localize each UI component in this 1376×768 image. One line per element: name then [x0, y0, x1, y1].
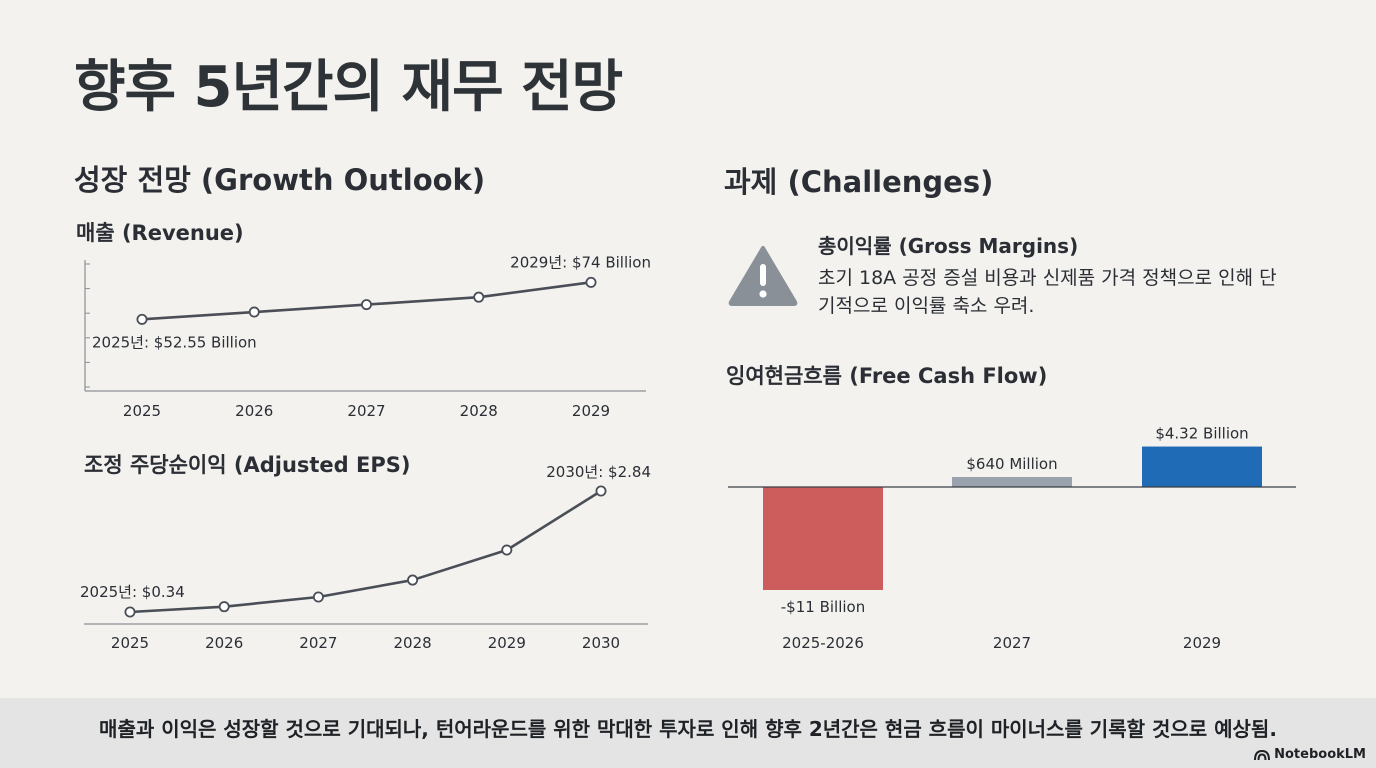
fcf-chart-title: 잉여현금흐름 (Free Cash Flow) — [726, 364, 1048, 388]
footer-summary: 매출과 이익은 성장할 것으로 기대되나, 턴어라운드를 위한 막대한 투자로 … — [99, 717, 1277, 741]
eps-data-point — [595, 485, 607, 497]
eps-x-tick-label: 2030 — [582, 634, 620, 652]
eps-x-tick-label: 2026 — [205, 634, 243, 652]
revenue-annotation: 2025년: $52.55 Billion — [92, 333, 257, 351]
eps-series-line — [129, 489, 602, 614]
fcf-data-label: $4.32 Billion — [1155, 425, 1248, 443]
brand-name: NotebookLM — [1274, 747, 1366, 762]
eps-chart-title: 조정 주당순이익 (Adjusted EPS) — [84, 453, 411, 477]
fcf-data-label: -$11 Billion — [781, 598, 865, 616]
notebooklm-icon — [1254, 749, 1271, 760]
eps-annotation: 2025년: $0.34 — [80, 583, 185, 601]
brand-logo: NotebookLM — [1254, 747, 1366, 762]
revenue-x-tick-label: 2025 — [123, 402, 161, 420]
eps-data-point — [124, 606, 136, 618]
eps-data-point — [501, 544, 513, 556]
revenue-chart: 2025 2026 2027 2028 2029 2025년: $52.55 Billio… — [84, 253, 651, 420]
revenue-x-tick-label: 2029 — [572, 402, 610, 420]
eps-annotation: 2030년: $2.84 — [546, 463, 651, 481]
revenue-data-point — [248, 306, 260, 318]
eps-data-point — [407, 574, 419, 586]
revenue-data-point — [360, 299, 372, 311]
revenue-chart-title: 매출 (Revenue) — [76, 221, 244, 245]
eps-x-tick-label: 2027 — [299, 634, 337, 652]
eps-chart: 2025 2026 2027 2028 2029 2030 2025년: $0.34 2030… — [80, 463, 651, 652]
fcf-x-tick-label: 2027 — [993, 634, 1031, 652]
revenue-x-tick-label: 2027 — [347, 402, 385, 420]
fcf-bar — [952, 477, 1072, 487]
revenue-x-tick-label: 2026 — [235, 402, 273, 420]
warning-icon — [728, 244, 798, 306]
fcf-bar — [763, 487, 883, 590]
page-title: 향후 5년간의 재무 전망 — [74, 55, 623, 120]
eps-data-point — [218, 601, 230, 613]
eps-x-tick-label: 2028 — [394, 634, 432, 652]
fcf-x-tick-label: 2029 — [1183, 634, 1221, 652]
gross-margins-description: 초기 18A 공정 증설 비용과 신제품 가격 정책으로 인해 단기적으로 이익… — [818, 267, 1277, 317]
eps-x-tick-label: 2029 — [488, 634, 526, 652]
fcf-chart: -$11 Billion 2025-2026 $640 Million 2027 $4.… — [728, 425, 1296, 652]
eps-data-point — [312, 591, 324, 603]
eps-x-tick-label: 2025 — [111, 634, 149, 652]
fcf-data-label: $640 Million — [966, 455, 1057, 473]
fcf-bar — [1142, 446, 1262, 487]
challenges-heading: 과제 (Challenges) — [724, 165, 994, 199]
revenue-annotation: 2029년: $74 Billion — [510, 253, 651, 271]
growth-heading: 성장 전망 (Growth Outlook) — [74, 163, 486, 197]
footer-banner: 매출과 이익은 성장할 것으로 기대되나, 턴어라운드를 위한 막대한 투자로 … — [0, 698, 1376, 768]
gross-margins-title: 총이익률 (Gross Margins) — [818, 234, 1079, 258]
revenue-x-tick-label: 2028 — [460, 402, 498, 420]
revenue-data-point — [136, 313, 148, 325]
revenue-data-point — [473, 291, 485, 303]
revenue-data-point — [585, 276, 597, 288]
fcf-x-tick-label: 2025-2026 — [782, 634, 864, 652]
